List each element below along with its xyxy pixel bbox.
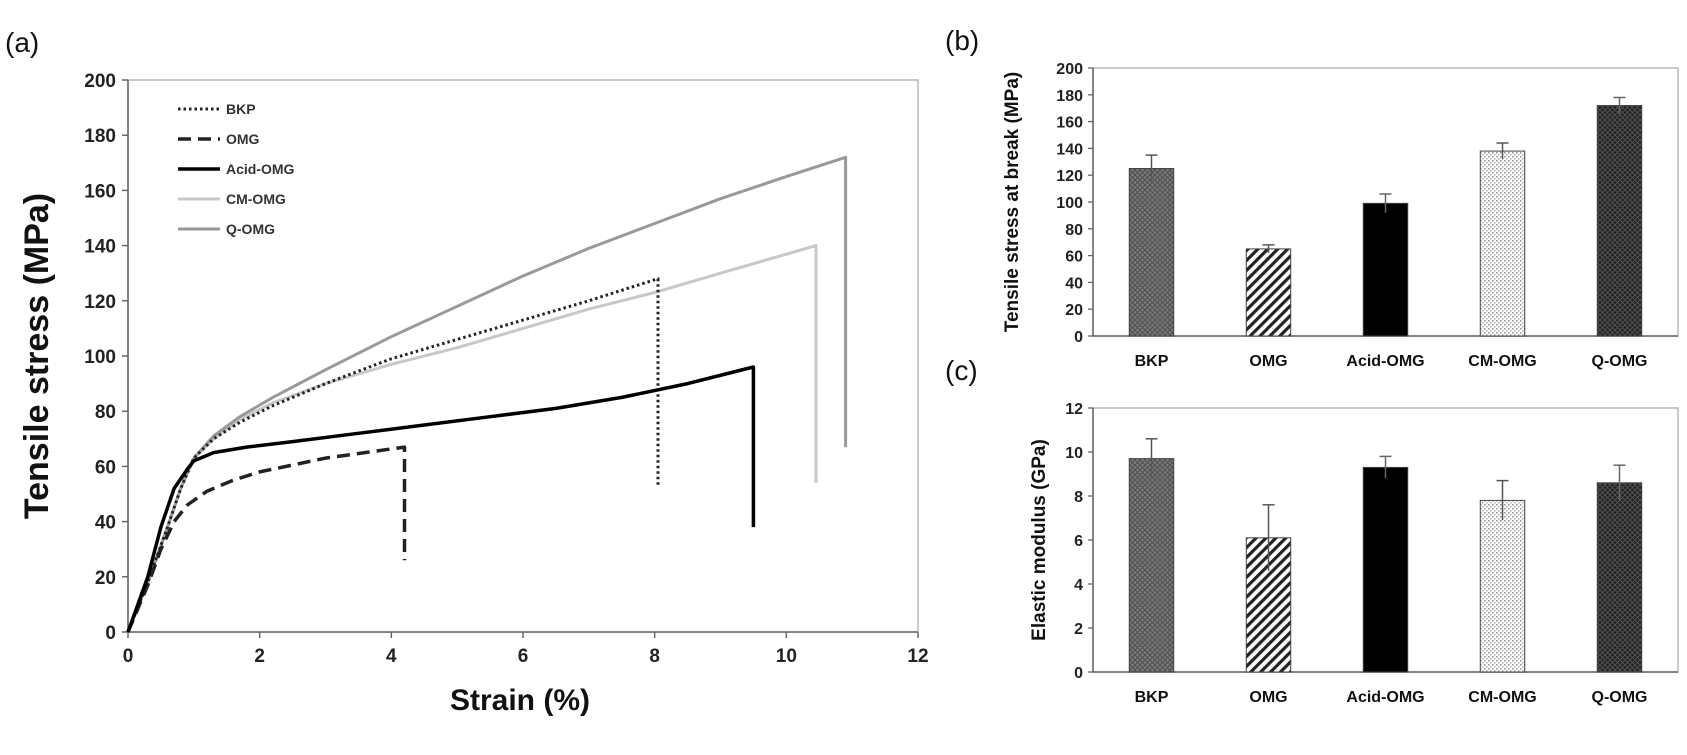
category-label: Acid-OMG (1346, 353, 1424, 370)
y-tick-label: 200 (1056, 61, 1083, 78)
legend-label: Q-OMG (226, 221, 275, 237)
series-line-bkp (126, 277, 660, 633)
y-tick-label: 4 (1074, 577, 1083, 594)
line-chart-panel-a: 0 20 40 60 80 100 120 140 160 180 200 0 2 4 6 8 10 12 BK… (18, 71, 929, 717)
category-label: Q-OMG (1592, 353, 1648, 370)
legend-label: BKP (226, 101, 256, 117)
y-tick-label: 8 (1074, 489, 1083, 506)
bar-chart-panel-b: 0 20 40 60 80 100 120 140 160 180 200 BKP OMG Acid-OM… (1002, 61, 1679, 370)
series-line-cm-omg (126, 244, 818, 633)
x-tick-label: 2 (254, 646, 265, 667)
panel-b-label: (b) (945, 25, 979, 56)
y-tick-label: 60 (1065, 249, 1083, 266)
bar-q-omg (1596, 482, 1643, 673)
legend-label: Acid-OMG (226, 161, 295, 177)
y-tick-label: 40 (95, 513, 116, 534)
panel-c-label: (c) (945, 355, 978, 386)
category-label: BKP (1135, 689, 1169, 706)
y-tick-label: 0 (1074, 329, 1083, 346)
y-tick-label: 120 (84, 292, 116, 313)
y-tick-label: 140 (84, 237, 116, 258)
bar-omg (1245, 248, 1292, 337)
category-label: CM-OMG (1468, 353, 1536, 370)
y-tick-label: 20 (95, 568, 116, 589)
x-tick-label: 12 (907, 646, 928, 667)
bar-bkp (1128, 168, 1175, 337)
bar-acid-omg (1362, 466, 1409, 673)
y-axis-title-b: Tensile stress at break (MPa) (1002, 72, 1023, 332)
bar-q-omg (1596, 105, 1643, 337)
bar-cm-omg (1479, 150, 1526, 337)
category-label: CM-OMG (1468, 689, 1536, 706)
bar-bkp (1128, 458, 1175, 673)
x-tick-label: 6 (518, 646, 529, 667)
bar-acid-omg (1362, 202, 1409, 337)
y-tick-label: 100 (84, 347, 116, 368)
y-tick-label: 60 (95, 457, 116, 478)
series-line-acid-omg (126, 365, 756, 633)
category-label: Q-OMG (1592, 689, 1648, 706)
category-label: BKP (1135, 353, 1169, 370)
y-tick-label: 180 (1056, 88, 1083, 105)
y-tick-label: 200 (84, 71, 116, 92)
y-tick-label: 12 (1065, 401, 1083, 418)
y-tick-label: 40 (1065, 275, 1083, 292)
category-label: OMG (1249, 689, 1287, 706)
x-tick-label: 10 (776, 646, 797, 667)
x-tick-label: 4 (386, 646, 397, 667)
category-label: OMG (1249, 353, 1287, 370)
bar-chart-panel-c: 0 2 4 6 8 10 12 BKP OMG Acid-OMG CM-OMG Q-OMG Elast… (1029, 401, 1679, 706)
y-tick-label: 100 (1056, 195, 1083, 212)
y-tick-label: 2 (1074, 621, 1083, 638)
y-tick-label: 0 (1074, 665, 1083, 682)
x-tick-label: 0 (123, 646, 134, 667)
series-line-omg (126, 445, 407, 633)
panel-a-label: (a) (5, 27, 39, 58)
series-line-q-omg (126, 155, 848, 633)
y-tick-label: 80 (1065, 222, 1083, 239)
bar-cm-omg (1479, 499, 1526, 673)
legend-label: CM-OMG (226, 191, 286, 207)
y-axis-title-a: Tensile stress (MPa) (18, 193, 56, 519)
y-tick-label: 6 (1074, 533, 1083, 550)
y-tick-label: 0 (105, 623, 116, 644)
legend-label: OMG (226, 131, 260, 147)
category-label: Acid-OMG (1346, 689, 1424, 706)
x-tick-label: 8 (649, 646, 660, 667)
y-tick-label: 10 (1065, 445, 1083, 462)
y-tick-label: 120 (1056, 168, 1083, 185)
y-tick-label: 20 (1065, 302, 1083, 319)
y-tick-label: 160 (1056, 115, 1083, 132)
y-tick-label: 180 (84, 126, 116, 147)
y-axis-title-c: Elastic modulus (GPa) (1029, 439, 1050, 641)
y-tick-label: 160 (84, 181, 116, 202)
y-tick-label: 80 (95, 402, 116, 423)
x-axis-title-a: Strain (%) (450, 684, 590, 717)
y-tick-label: 140 (1056, 141, 1083, 158)
